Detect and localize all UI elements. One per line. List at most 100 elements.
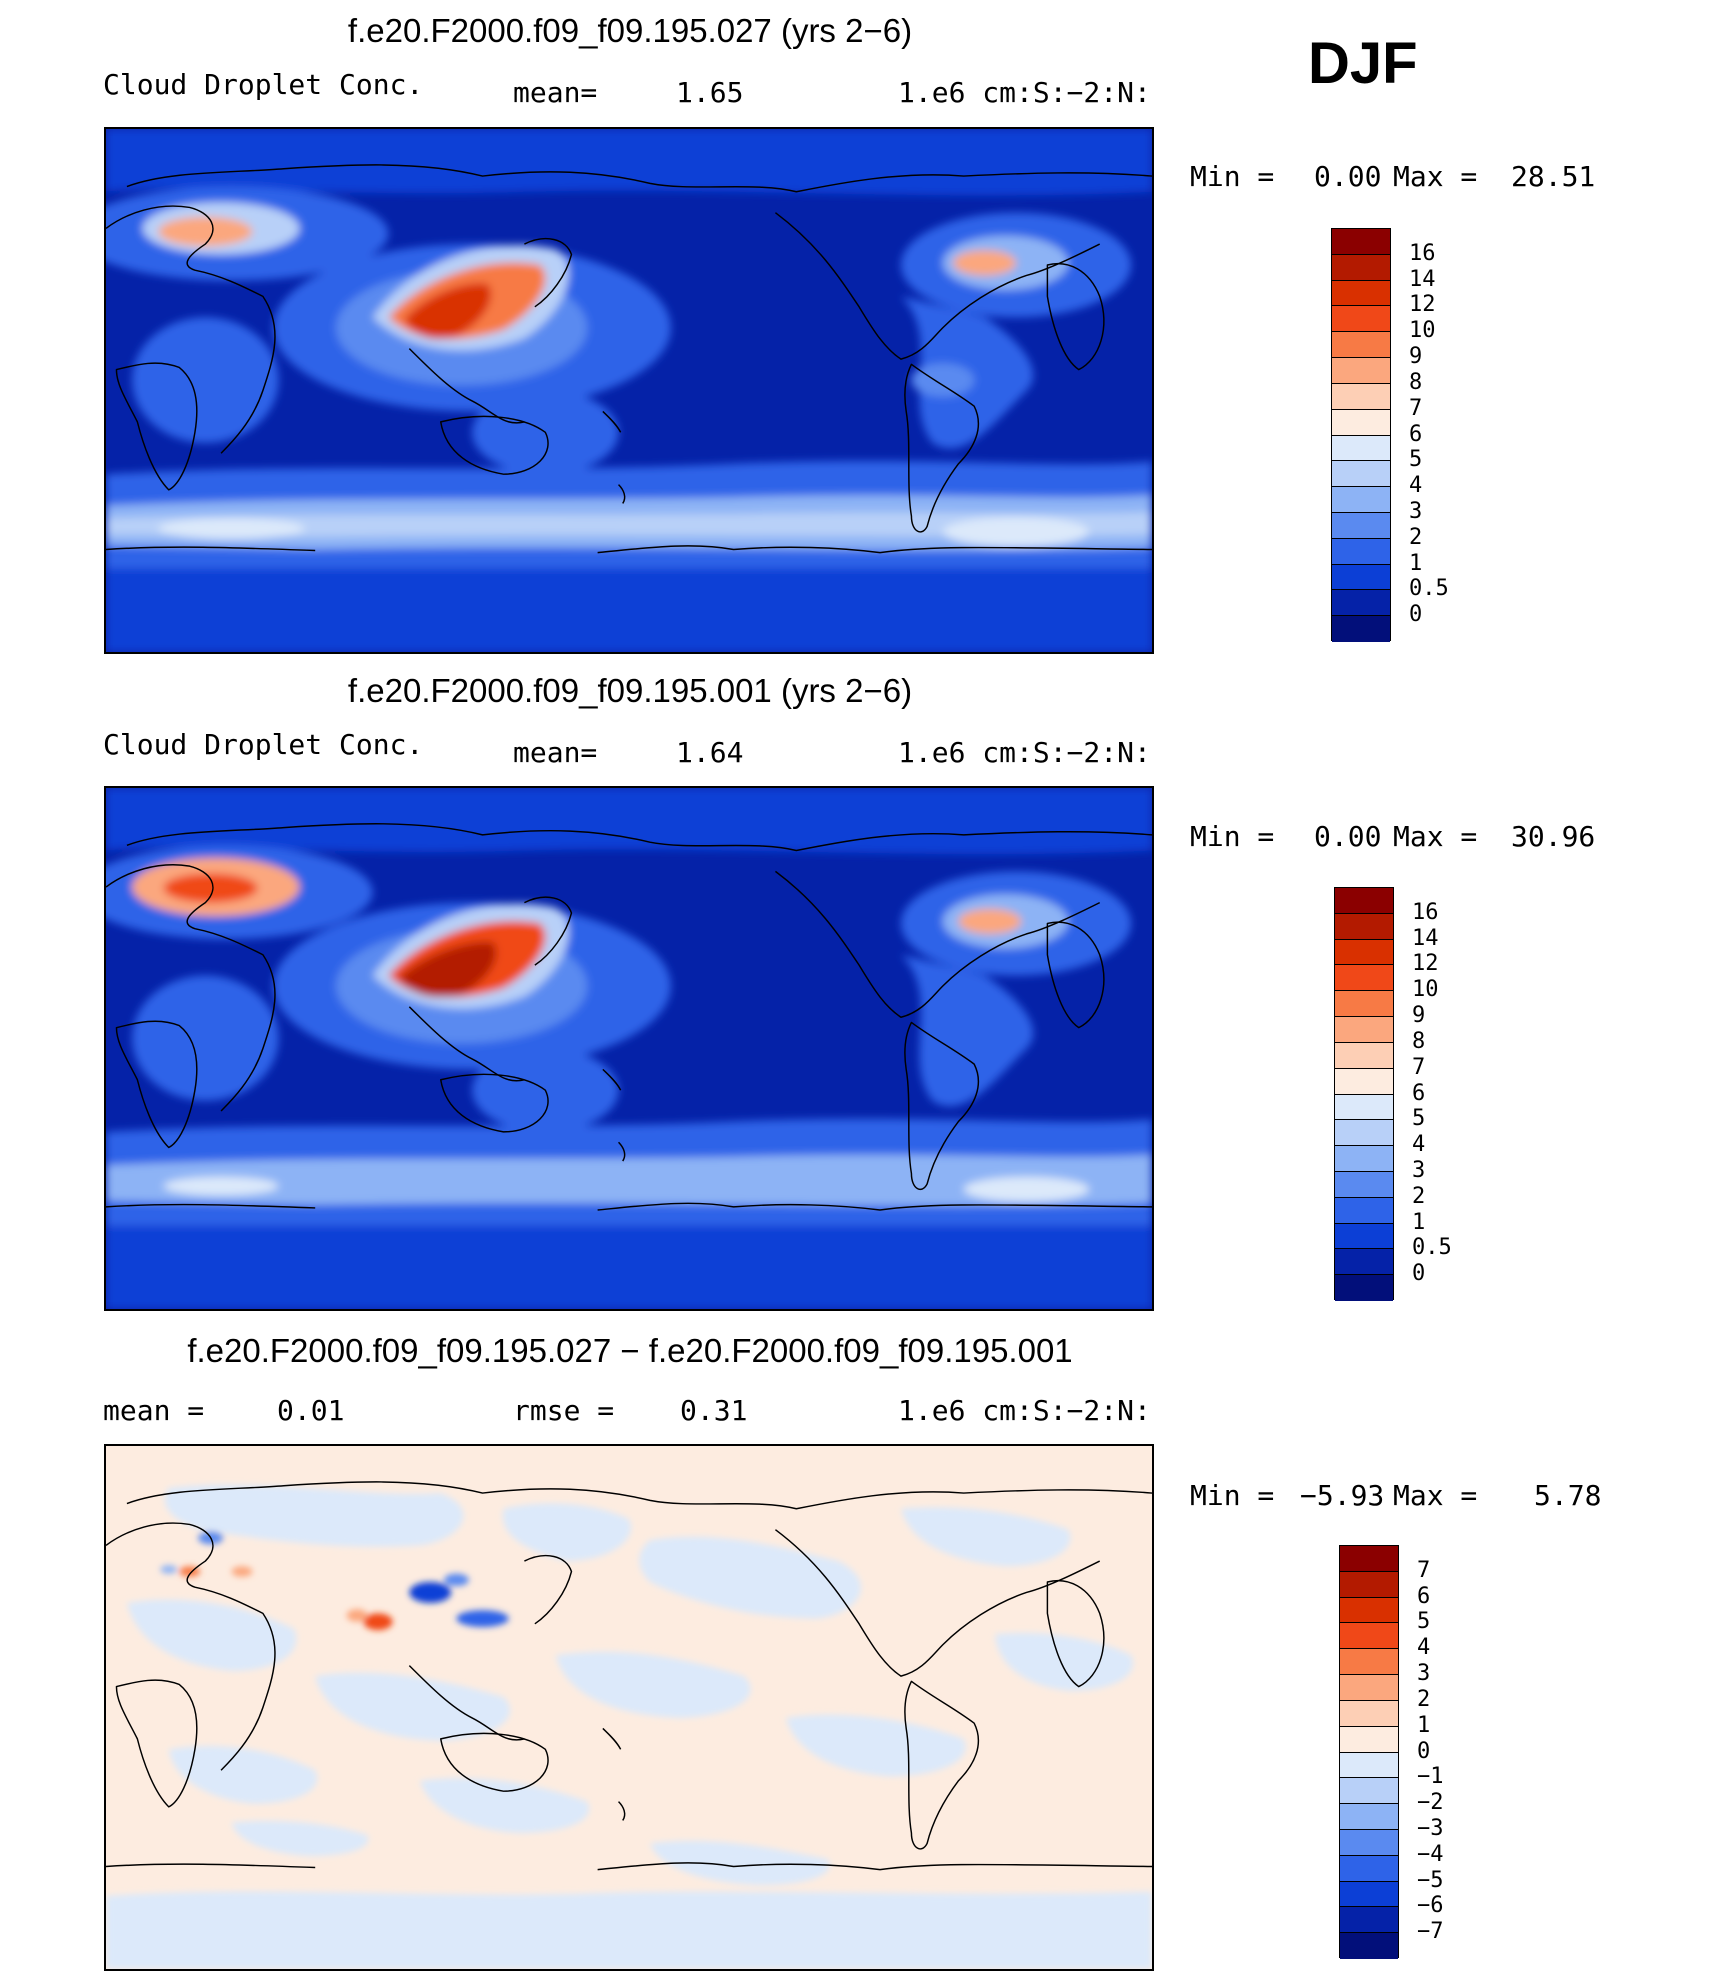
colorbar-swatch — [1332, 564, 1390, 591]
colorbar-tick-label: −2 — [1417, 1790, 1444, 1816]
colorbar-swatch — [1332, 229, 1390, 255]
colorbar-swatch — [1332, 254, 1390, 281]
colorbar-swatch — [1335, 1042, 1393, 1069]
colorbar-swatch — [1332, 487, 1390, 513]
colorbar-tick-label: −3 — [1417, 1815, 1444, 1841]
colorbar-tick-label: 7 — [1417, 1557, 1431, 1583]
season-label: DJF — [1308, 31, 1418, 96]
panel-1-units: 1.e6 cm:S:−2:N: — [898, 76, 1151, 109]
colorbar-tick-label: 0 — [1417, 1738, 1431, 1764]
colorbar-tick-label: 4 — [1417, 1635, 1431, 1661]
colorbar-swatch — [1335, 1171, 1393, 1198]
panel-2-min-value: 0.00 — [1314, 820, 1382, 853]
panel-1-min-value: 0.00 — [1314, 160, 1382, 193]
panel-1-map — [104, 127, 1154, 654]
panel-1-variable-label: Cloud Droplet Conc. — [103, 68, 424, 101]
colorbar-tick-label: 2 — [1417, 1686, 1431, 1712]
panel-1-mean-label: mean= — [513, 76, 598, 109]
colorbar-box — [1339, 1545, 1399, 1959]
panel-3-max-value: 5.78 — [1534, 1479, 1602, 1512]
colorbar-swatch — [1340, 1571, 1398, 1598]
panel-1-mean-value: 1.65 — [676, 76, 744, 109]
colorbar-swatch — [1340, 1597, 1398, 1624]
colorbar-swatch — [1332, 280, 1390, 307]
panel-2-min-label: Min = — [1190, 820, 1275, 853]
colorbar-tick-label: 1 — [1409, 550, 1423, 576]
colorbar-tick-label: 16 — [1412, 899, 1439, 925]
colorbar-tick-label: 5 — [1412, 1106, 1426, 1132]
colorbar-tick-label: 4 — [1412, 1132, 1426, 1158]
colorbar-tick-label: 12 — [1412, 951, 1439, 977]
panel-3-rmse-label: rmse = — [513, 1394, 615, 1427]
colorbar-tick-label: 0 — [1412, 1261, 1426, 1287]
colorbar-tick-label: 8 — [1412, 1028, 1426, 1054]
colorbar-swatch — [1332, 461, 1390, 488]
colorbar-tick-label: 7 — [1409, 395, 1423, 421]
colorbar-swatch — [1335, 1068, 1393, 1095]
colorbar-tick-label: 10 — [1409, 318, 1436, 344]
colorbar-tick-label: 3 — [1412, 1157, 1426, 1183]
colorbar-tick-label: 1 — [1417, 1712, 1431, 1738]
colorbar-swatch — [1340, 1881, 1398, 1908]
colorbar-tick-label: 6 — [1409, 421, 1423, 447]
colorbar-tick-label: 6 — [1417, 1583, 1431, 1609]
colorbar-swatch — [1332, 590, 1390, 617]
colorbar-tick-label: 4 — [1409, 473, 1423, 499]
colorbar-tick-label: 16 — [1409, 240, 1436, 266]
colorbar-tick-label: 8 — [1409, 369, 1423, 395]
colorbar-tick-label: 0.5 — [1412, 1235, 1452, 1261]
panel-2-title: f.e20.F2000.f09_f09.195.001 (yrs 2−6) — [347, 672, 913, 709]
panel-1-max-value: 28.51 — [1511, 160, 1596, 193]
colorbar-tick-label: 14 — [1409, 266, 1436, 292]
panel-2-map — [104, 786, 1154, 1311]
panel-2-max-label: Max = — [1393, 820, 1478, 853]
colorbar-swatch — [1332, 538, 1390, 565]
colorbar-tick-label: −5 — [1417, 1867, 1444, 1893]
colorbar-tick-label: 6 — [1412, 1080, 1426, 1106]
colorbar-tick-label: 3 — [1417, 1661, 1431, 1687]
panel-3-min-label: Min = — [1190, 1479, 1275, 1512]
colorbar-swatch — [1335, 1120, 1393, 1147]
colorbar-swatch — [1335, 1249, 1393, 1276]
panel-2-map-field — [106, 788, 1152, 1309]
colorbar-swatch — [1332, 332, 1390, 359]
colorbar-tick-label: 0.5 — [1409, 576, 1449, 602]
colorbar-tick-label: 12 — [1409, 292, 1436, 318]
colorbar-swatch — [1335, 1223, 1393, 1250]
colorbar-tick-label: 2 — [1412, 1183, 1426, 1209]
colorbar-swatch — [1340, 1752, 1398, 1779]
colorbar-tick-label: −1 — [1417, 1764, 1444, 1790]
panel-1-max-label: Max = — [1393, 160, 1478, 193]
colorbar-swatch — [1340, 1855, 1398, 1882]
panel-3-min-value: −5.93 — [1300, 1479, 1385, 1512]
panel-3-mean-value: 0.01 — [277, 1394, 345, 1427]
colorbar-swatch — [1340, 1804, 1398, 1830]
colorbar-swatch — [1332, 616, 1390, 642]
colorbar-box — [1331, 228, 1391, 642]
colorbar-swatch — [1335, 991, 1393, 1018]
colorbar-swatch — [1335, 1146, 1393, 1172]
colorbar-swatch — [1332, 358, 1390, 384]
colorbar-swatch — [1335, 1017, 1393, 1043]
colorbar-swatch — [1335, 1275, 1393, 1301]
colorbar-tick-label: 10 — [1412, 977, 1439, 1003]
colorbar-tick-label: 7 — [1412, 1054, 1426, 1080]
panel-3-title: f.e20.F2000.f09_f09.195.027 − f.e20.F200… — [187, 1332, 1073, 1369]
panel-3-mean-label: mean = — [103, 1394, 205, 1427]
panel-2-max-value: 30.96 — [1511, 820, 1596, 853]
colorbar-swatch — [1340, 1829, 1398, 1856]
colorbar-swatch — [1335, 888, 1393, 914]
panel-3-units: 1.e6 cm:S:−2:N: — [898, 1394, 1151, 1427]
colorbar-swatch — [1332, 306, 1390, 333]
colorbar-tick-label: −7 — [1417, 1919, 1444, 1945]
colorbar-swatch — [1332, 383, 1390, 410]
colorbar-swatch — [1335, 913, 1393, 940]
colorbar-swatch — [1340, 1546, 1398, 1572]
colorbar-swatch — [1340, 1726, 1398, 1753]
panel-2-variable-label: Cloud Droplet Conc. — [103, 728, 424, 761]
colorbar-swatch — [1332, 512, 1390, 539]
colorbar-tick-label: 3 — [1409, 498, 1423, 524]
colorbar-swatch — [1335, 939, 1393, 966]
panel-3-max-label: Max = — [1393, 1479, 1478, 1512]
colorbar-tick-label: −4 — [1417, 1841, 1444, 1867]
